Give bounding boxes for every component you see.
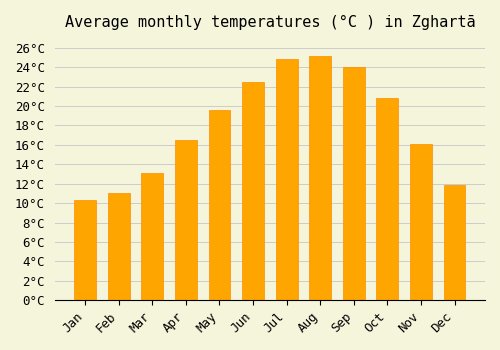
Bar bbox=[175, 140, 197, 300]
Bar bbox=[343, 67, 364, 300]
Bar bbox=[108, 194, 130, 300]
Bar bbox=[410, 144, 432, 300]
Bar bbox=[142, 173, 164, 300]
Bar bbox=[310, 56, 331, 300]
Title: Average monthly temperatures (°C ) in Zghartā: Average monthly temperatures (°C ) in Zg… bbox=[64, 15, 475, 30]
Bar bbox=[444, 185, 466, 300]
Bar bbox=[242, 82, 264, 300]
Bar bbox=[74, 200, 96, 300]
Bar bbox=[276, 58, 297, 300]
Bar bbox=[208, 110, 231, 300]
Bar bbox=[376, 98, 398, 300]
